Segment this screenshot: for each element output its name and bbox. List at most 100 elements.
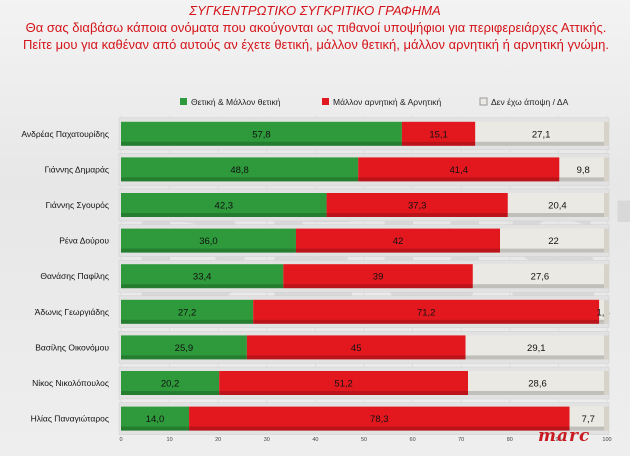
bar-endcap [604,371,609,395]
x-tick-label: 60 [410,437,416,443]
bar-segment [121,406,190,431]
chart-subtitle: Θα σας διαβάσω κάποια ονόματα που ακούγο… [23,20,609,52]
bar-shade [569,426,607,431]
legend-label: Δεν έχω άποψη / ΔΑ [491,97,569,107]
bar-endcap [604,264,609,289]
data-label: 39 [373,272,384,283]
data-label: 25,9 [175,343,194,354]
bar-shade [121,141,402,146]
bar-endcap [604,121,609,146]
x-tick-label: 0 [119,437,122,443]
category-label: Βασίλης Οικονόμου [35,342,109,352]
bar-shade [189,426,570,431]
bar-shade [246,355,466,360]
bar-segment [121,228,296,253]
data-label: 37,3 [408,201,427,212]
data-label: 33,4 [193,272,212,283]
x-tick-label: 20 [215,437,221,443]
data-label: 22 [548,236,559,247]
bar-shade [468,391,607,395]
bar-segment [189,406,570,431]
bar-segment [219,371,469,395]
bar-segment [468,371,607,395]
data-label: 20,4 [548,201,567,212]
x-tick-label: 50 [361,437,367,443]
category-label: Άδωνις Γεωργιάδης [35,307,109,317]
data-label: 1,6 [597,307,610,318]
x-tick-label: 70 [458,437,464,443]
bar-shade [358,177,560,182]
bar-endcap [604,157,609,182]
data-label: 51,2 [334,379,353,390]
bar-segment [283,264,473,289]
legend-swatch [479,97,488,106]
data-label: 45 [351,343,362,354]
bar-shade [121,391,220,395]
x-tick-label: 30 [264,437,270,443]
bar-shade [121,284,284,289]
bar-segment [500,228,607,253]
category-label: Ηλίας Παναγιώταρος [31,414,109,424]
data-label: 14,0 [146,414,165,425]
bar-endcap [604,228,609,253]
bar-shade [507,213,607,217]
bar-segment [121,121,402,146]
data-label: 27,1 [532,129,551,140]
category-label: Ρένα Δούρου [59,236,109,246]
category-label: Ανδρέας Παχατουρίδης [21,129,109,139]
bar-endcap [604,335,609,360]
bar-segment [465,335,607,360]
data-label: 42,3 [215,201,234,212]
data-label: 36,0 [199,236,218,247]
bar-shade [475,141,607,146]
data-label: 27,6 [531,272,550,283]
x-tick-label: 100 [602,437,611,443]
bar-segment [121,157,359,182]
legend-swatch [322,98,329,105]
legend-label: Μάλλον αρνητική & Αρνητική [333,97,442,107]
bar-shade [500,248,607,253]
data-label: 7,7 [582,414,595,425]
bar-segment [295,228,501,253]
bar-segment [253,299,600,324]
bar-segment [472,264,607,289]
data-label: 20,2 [161,379,180,390]
bar-segment [401,121,476,146]
bar-segment [358,157,560,182]
bar-segment [121,264,284,289]
x-tick-label: 10 [167,437,173,443]
x-tick-label: 80 [507,437,513,443]
category-label: Νίκος Νικολόπουλος [32,378,109,388]
bar-shade [283,284,473,289]
bar-segment [507,193,607,217]
data-label: 41,4 [450,165,469,176]
data-label: 27,2 [178,307,197,318]
bar-shade [253,319,600,324]
marc-logo: marc [538,426,591,446]
bar-shade [326,213,508,217]
bar-segment [559,157,607,182]
bar-endcap [604,193,609,217]
bar-segment [121,371,220,395]
legend-swatch [180,98,187,105]
bar-shade [121,319,254,324]
data-label: 29,1 [527,343,546,354]
bar-shade [121,177,359,182]
bar-endcap [604,299,609,324]
bar-shade [121,213,327,217]
data-label: 71,2 [417,307,436,318]
category-label: Γιάννης Δημαράς [45,164,109,174]
bar-endcap [604,406,609,431]
bar-shade [121,248,296,253]
bar-shade [559,177,607,182]
bar-segment [326,193,508,217]
bar-segment [599,299,607,324]
data-label: 15,1 [429,129,448,140]
bar-segment [475,121,607,146]
data-label: 9,8 [577,165,590,176]
category-label: Γιάννης Σγουρός [46,200,109,210]
bar-segment [246,335,466,360]
bar-shade [121,426,190,431]
data-label: 78,3 [370,414,389,425]
